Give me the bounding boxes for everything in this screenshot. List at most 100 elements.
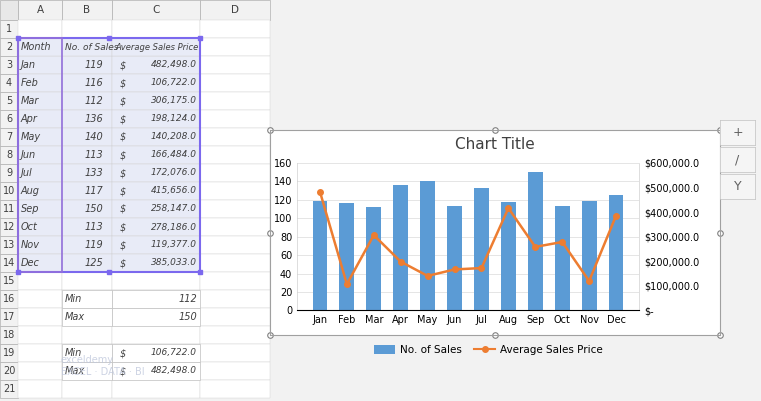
Bar <box>200 20 270 38</box>
Bar <box>339 203 355 310</box>
Text: Y: Y <box>734 180 741 193</box>
Text: $: $ <box>120 240 126 250</box>
Bar <box>18 218 62 236</box>
Bar <box>200 380 270 398</box>
Line: Average Sales Price: Average Sales Price <box>317 189 619 287</box>
Bar <box>18 272 62 290</box>
Bar <box>200 182 270 200</box>
Text: Min: Min <box>65 294 82 304</box>
Bar <box>420 181 435 310</box>
Bar <box>200 326 270 344</box>
Bar <box>112 362 200 380</box>
Bar <box>200 200 270 218</box>
Bar <box>200 38 270 56</box>
Text: 1: 1 <box>6 24 12 34</box>
Bar <box>18 344 62 362</box>
Text: Oct: Oct <box>21 222 38 232</box>
Bar <box>609 195 623 310</box>
Average Sales Price <box>584 279 594 284</box>
Text: Apr: Apr <box>21 114 38 124</box>
Text: 6: 6 <box>6 114 12 124</box>
Bar <box>0 182 18 200</box>
Bar <box>528 172 543 310</box>
Bar <box>0 38 18 56</box>
Text: 113: 113 <box>84 222 103 232</box>
Text: 106,722.0: 106,722.0 <box>151 348 197 358</box>
Text: Average Sales Price: Average Sales Price <box>115 43 199 51</box>
Text: 11: 11 <box>3 204 15 214</box>
Average Sales Price <box>315 189 324 194</box>
Bar <box>200 344 270 362</box>
Bar <box>18 164 62 182</box>
Text: 4: 4 <box>6 78 12 88</box>
Bar <box>0 92 18 110</box>
Bar <box>200 236 270 254</box>
Bar <box>0 326 18 344</box>
Bar <box>62 146 112 164</box>
Bar <box>18 326 62 344</box>
Bar <box>200 290 270 308</box>
Bar <box>200 218 270 236</box>
Bar <box>200 74 270 92</box>
Bar <box>0 128 18 146</box>
Bar <box>313 200 327 310</box>
Text: 12: 12 <box>3 222 15 232</box>
Text: 125: 125 <box>84 258 103 268</box>
Text: 278,186.0: 278,186.0 <box>151 223 197 231</box>
Average Sales Price <box>450 267 459 272</box>
Bar <box>62 362 112 380</box>
Text: 13: 13 <box>3 240 15 250</box>
Bar <box>62 272 112 290</box>
Bar <box>18 362 62 380</box>
Bar <box>62 344 112 362</box>
Bar <box>62 92 112 110</box>
Bar <box>62 38 112 56</box>
Bar <box>555 206 570 310</box>
Bar <box>112 380 200 398</box>
Text: 385,033.0: 385,033.0 <box>151 259 197 267</box>
Bar <box>0 272 18 290</box>
Text: Month: Month <box>21 42 52 52</box>
Bar <box>200 164 270 182</box>
Text: 112: 112 <box>178 294 197 304</box>
Bar <box>112 92 200 110</box>
Text: $: $ <box>120 132 126 142</box>
Text: $: $ <box>120 168 126 178</box>
Text: Jan: Jan <box>21 60 36 70</box>
Legend: No. of Sales, Average Sales Price: No. of Sales, Average Sales Price <box>370 341 607 359</box>
Text: 18: 18 <box>3 330 15 340</box>
Bar <box>0 344 18 362</box>
Bar <box>112 110 200 128</box>
Bar <box>18 38 62 56</box>
Bar <box>366 207 381 310</box>
Bar <box>0 218 18 236</box>
Text: 482,498.0: 482,498.0 <box>151 61 197 69</box>
Bar <box>112 290 200 308</box>
Text: $: $ <box>120 60 126 70</box>
Text: Jun: Jun <box>21 150 36 160</box>
Text: 8: 8 <box>6 150 12 160</box>
Text: C: C <box>152 5 160 15</box>
Bar <box>62 308 112 326</box>
Bar <box>112 326 200 344</box>
Bar <box>0 380 18 398</box>
Bar <box>0 200 18 218</box>
Bar <box>18 56 62 74</box>
Text: $: $ <box>120 186 126 196</box>
Bar <box>18 74 62 92</box>
Bar <box>62 344 112 362</box>
Text: $: $ <box>120 348 126 358</box>
Bar <box>112 272 200 290</box>
Bar <box>62 290 112 308</box>
Bar <box>18 254 62 272</box>
Bar <box>62 290 112 308</box>
Bar <box>447 206 462 310</box>
Bar <box>112 20 200 38</box>
Text: 112: 112 <box>84 96 103 106</box>
Bar <box>0 0 18 20</box>
Bar <box>112 236 200 254</box>
Bar <box>112 164 200 182</box>
Text: B: B <box>84 5 91 15</box>
Bar <box>62 20 112 38</box>
Text: 2: 2 <box>6 42 12 52</box>
